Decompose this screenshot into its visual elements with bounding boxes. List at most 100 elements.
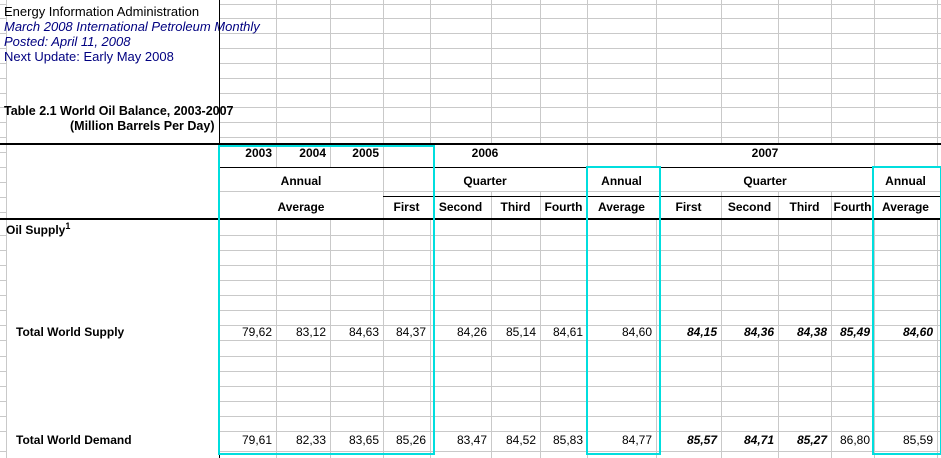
header-2007-fourth[interactable]: Fourth — [833, 200, 872, 214]
gridline-h — [219, 63, 941, 64]
header-year-2005[interactable]: 2005 — [352, 146, 379, 160]
header-2007-second[interactable]: Second — [727, 200, 772, 214]
gridline-v — [656, 0, 657, 143]
gridline-v — [721, 191, 722, 218]
cell-total-world-supply-2007-q2[interactable]: 84,36 — [743, 325, 774, 339]
header-average-2006[interactable]: Average — [598, 200, 645, 214]
cell-total-world-demand-2007-q1[interactable]: 85,57 — [686, 433, 717, 447]
header-2007-third[interactable]: Third — [789, 200, 820, 214]
header-2006-second[interactable]: Second — [438, 200, 483, 214]
gridline-v — [587, 145, 588, 167]
cell-total-world-supply-2007-q1[interactable]: 84,15 — [686, 325, 717, 339]
cell-total-world-supply-2003[interactable]: 79,62 — [241, 325, 272, 339]
cell-total-world-supply-2006-q4[interactable]: 84,61 — [552, 325, 583, 339]
header-annual-2004[interactable]: Annual — [280, 174, 322, 188]
gridline-stub — [0, 451, 7, 452]
header-quarter-2006[interactable]: Quarter — [463, 174, 507, 188]
header-year-2007[interactable]: 2007 — [751, 146, 779, 160]
cell-total-world-supply-2007-q3[interactable]: 84,38 — [796, 325, 827, 339]
gridline-v — [831, 451, 832, 458]
cell-total-world-supply-2006-avg[interactable]: 84,60 — [621, 325, 652, 339]
gridline-v — [491, 191, 492, 218]
header-quarter-2007[interactable]: Quarter — [743, 174, 787, 188]
cell-total-world-supply-2007-avg[interactable]: 84,60 — [902, 325, 933, 339]
gridline-v — [383, 0, 384, 143]
cell-total-world-supply-2006-q2[interactable]: 84,26 — [456, 325, 487, 339]
gridline-v — [874, 220, 875, 451]
cell-total-world-supply-2007-q4[interactable]: 85,49 — [839, 325, 870, 339]
gridline-h — [219, 280, 941, 281]
cell-total-world-supply-2006-q1[interactable]: 84,37 — [395, 325, 426, 339]
cell-total-world-supply-2006-q3[interactable]: 85,14 — [505, 325, 536, 339]
gridline-v — [937, 451, 938, 458]
gridline-v — [874, 145, 875, 167]
cell-total-world-demand-2004[interactable]: 82,33 — [295, 433, 326, 447]
cell-total-world-demand-2007-q4[interactable]: 86,80 — [839, 433, 870, 447]
header-year-2004[interactable]: 2004 — [299, 146, 326, 160]
gridline-v — [778, 0, 779, 143]
header-annual-2006[interactable]: Annual — [601, 174, 642, 188]
header-bottom-border — [0, 218, 941, 220]
gridline-v — [778, 191, 779, 218]
cell-total-world-demand-2006-q4[interactable]: 85,83 — [552, 433, 583, 447]
cell-total-world-demand-2005[interactable]: 83,65 — [348, 433, 379, 447]
header-year-2003[interactable]: 2003 — [245, 146, 272, 160]
header-2006-first[interactable]: First — [393, 200, 420, 214]
header-average-2007[interactable]: Average — [882, 200, 929, 214]
gridline-stub — [0, 182, 7, 183]
gridline-v — [276, 145, 277, 167]
cell-info-line-4[interactable]: Next Update: Early May 2008 — [4, 49, 174, 64]
gridline-stub — [0, 401, 7, 402]
cell-total-world-demand-2007-q3[interactable]: 85,27 — [796, 433, 827, 447]
cell-total-world-demand-2007-q2[interactable]: 84,71 — [743, 433, 774, 447]
row-label-total-world-supply[interactable]: Total World Supply — [16, 325, 124, 340]
cell-total-world-demand-2006-q1[interactable]: 85,26 — [395, 433, 426, 447]
cell-info-line-2[interactable]: March 2008 International Petroleum Month… — [4, 19, 260, 34]
gridline-h — [219, 93, 941, 94]
cell-total-world-demand-2006-avg[interactable]: 84,77 — [621, 433, 652, 447]
gridline-h — [219, 78, 941, 79]
gridline-stub — [0, 137, 7, 138]
row-label-total-world-demand[interactable]: Total World Demand — [16, 433, 132, 448]
gridline-h — [219, 310, 941, 311]
cell-total-world-demand-2006-q2[interactable]: 83,47 — [456, 433, 487, 447]
cell-info-line-1[interactable]: Energy Information Administration — [4, 4, 200, 19]
header-annual-2007[interactable]: Annual — [885, 174, 926, 188]
gridline-h — [219, 137, 941, 138]
header-2006-third[interactable]: Third — [500, 200, 531, 214]
years-row-bottom-border — [219, 167, 941, 168]
header-average-2004[interactable]: Average — [277, 200, 325, 214]
gridline-stub — [0, 235, 7, 236]
gridline-v-edge — [6, 0, 7, 458]
table-title[interactable]: Table 2.1 World Oil Balance, 2003-2007 — [4, 104, 234, 118]
row-label-oil-supply[interactable]: Oil Supply1 — [6, 222, 70, 238]
gridline-stub — [0, 280, 7, 281]
header-2007-first[interactable]: First — [675, 200, 702, 214]
cell-total-world-demand-2007-avg[interactable]: 85,59 — [902, 433, 933, 447]
gridline-v — [383, 167, 384, 191]
gridline-stub — [0, 78, 7, 79]
gridline-h — [219, 340, 941, 341]
cell-total-world-supply-2005[interactable]: 84,63 — [348, 325, 379, 339]
gridline-stub — [0, 356, 7, 357]
cell-total-world-supply-2004[interactable]: 83,12 — [295, 325, 326, 339]
table-subtitle[interactable]: (Million Barrels Per Day) — [70, 119, 215, 133]
gridline-v — [330, 451, 331, 458]
gridline-v — [831, 0, 832, 143]
table-top-border — [0, 143, 941, 145]
gridline-stub — [0, 4, 7, 5]
gridline-h — [219, 371, 941, 372]
gridline-h — [219, 191, 941, 192]
gridline-h — [219, 386, 941, 387]
gridline-v — [778, 451, 779, 458]
header-2006-fourth[interactable]: Fourth — [544, 200, 583, 214]
gridline-stub — [0, 63, 7, 64]
gridline-stub — [0, 250, 7, 251]
cell-total-world-demand-2006-q3[interactable]: 84,52 — [505, 433, 536, 447]
gridline-stub — [0, 295, 7, 296]
cell-total-world-demand-2003[interactable]: 79,61 — [241, 433, 272, 447]
header-year-2006[interactable]: 2006 — [471, 146, 499, 160]
gridline-h — [219, 325, 941, 326]
cell-info-line-3[interactable]: Posted: April 11, 2008 — [4, 34, 131, 49]
